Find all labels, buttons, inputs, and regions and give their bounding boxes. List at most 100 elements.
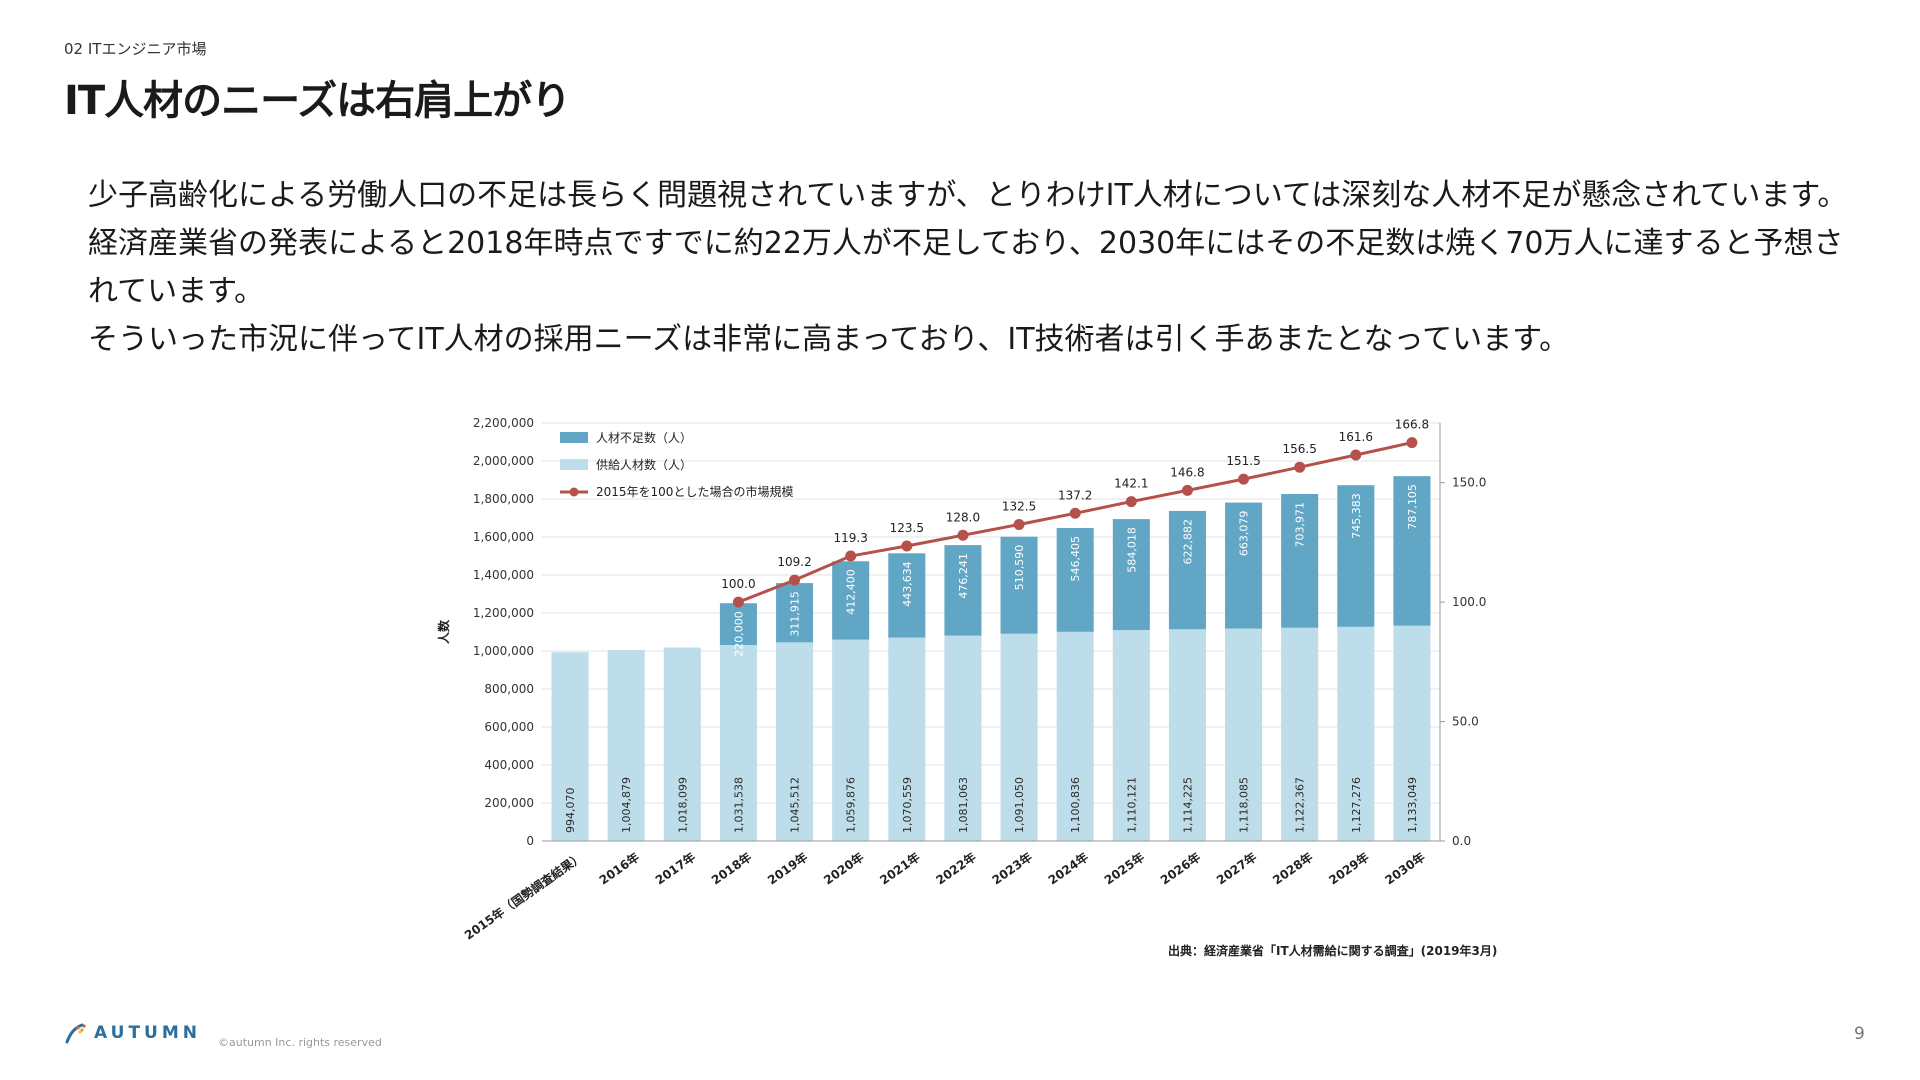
bar-shortage [1056,528,1094,632]
bar-shortage [888,553,926,638]
bar-supply [663,647,701,841]
x-tick-label: 2023年 [989,849,1035,887]
bar-supply-label: 1,091,050 [1013,777,1026,833]
bar-shortage [1281,493,1319,628]
chart-legend: 人材不足数（人） 供給人材数（人） 2015年を100とした場合の市場規模 [560,430,793,499]
x-tick-label: 2024年 [1045,849,1091,887]
bar-supply [1056,631,1094,841]
bar-supply [1393,625,1431,841]
y-tick-label: 2,200,000 [473,416,534,430]
bar-supply [776,642,814,841]
market-size-point [732,596,744,608]
bar-supply-label: 1,114,225 [1181,777,1194,833]
page-title: IT人材のニーズは右肩上がり [64,78,571,124]
y-tick-label: 0 [526,834,534,848]
y-tick-label: 2,000,000 [473,454,534,468]
chart: 994,070 1,004,879 1,018,099 1,031,538 220,00… [436,416,1486,943]
bar-supply [1112,630,1150,841]
market-size-label: 166.8 [1395,418,1429,432]
y2-tick-label: 150.0 [1452,476,1486,490]
bar-supply [832,639,870,841]
market-size-label: 132.5 [1002,500,1036,514]
x-tick-label: 2015年（国勢調査結果） [461,849,585,942]
chart-line: 100.0 109.2 119.3 123.5 128.0 132.5 137.2 142.1… [721,418,1429,608]
bar-shortage [944,545,982,636]
bar-supply-label: 1,122,367 [1294,777,1307,833]
bar-shortage [832,561,870,640]
bar-shortage-label: 546,405 [1069,536,1082,582]
section-label: 02 ITエンジニア市場 [64,40,207,58]
x-tick-label: 2020年 [821,849,867,887]
market-size-point [1181,484,1193,496]
body-text: 少子高齢化による労働人口の不足は長らく問題視されていますが、とりわけIT人材につ… [88,172,1848,364]
legend-swatch-line-point [569,487,579,497]
bar-shortage-label: 703,971 [1294,502,1307,548]
bar-supply-label: 1,100,836 [1069,777,1082,833]
market-size-label: 128.0 [946,510,980,524]
bar-supply [1281,627,1319,841]
legend-label-shortage: 人材不足数（人） [596,430,692,445]
bar-supply-label: 1,118,085 [1238,777,1251,833]
bar-shortage [1337,485,1375,627]
y-tick-label: 800,000 [484,682,534,696]
market-size-label: 156.5 [1283,442,1317,456]
bar-shortage [1225,502,1263,629]
page-number: 9 [1854,1024,1865,1044]
market-size-label: 100.0 [721,577,755,591]
bar-supply-label: 1,045,512 [789,777,802,833]
bar-supply [1000,633,1038,841]
bar-supply [551,652,589,841]
x-tick-label: 2026年 [1157,849,1203,887]
bar-supply [607,650,645,841]
x-tick-label: 2028年 [1270,849,1316,887]
y2-tick-label: 0.0 [1452,834,1471,848]
market-size-label: 137.2 [1058,488,1092,502]
bar-shortage-label: 476,241 [957,553,970,599]
market-size-point [1406,437,1418,449]
bar-shortage-label: 220,000 [732,611,745,657]
bar-shortage-label: 510,590 [1013,545,1026,591]
bar-supply-label: 1,018,099 [676,777,689,833]
bar-shortage-label: 663,079 [1238,511,1251,557]
x-tick-label: 2030年 [1382,849,1428,887]
bar-shortage-label: 443,634 [901,561,914,607]
bar-shortage-label: 622,882 [1181,519,1194,565]
footer-logo: AUTUMN [64,1022,201,1044]
y2-tick-label: 100.0 [1452,595,1486,609]
bar-shortage [1112,519,1150,631]
bar-supply [1225,628,1263,841]
y-tick-label: 1,200,000 [473,606,534,620]
source-note: 出典：経済産業省「IT人材需給に関する調査」(2019年3月) [1168,944,1498,958]
x-tick-label: 2017年 [652,849,698,887]
bar-supply [719,645,757,841]
bar-supply-label: 1,070,559 [901,777,914,833]
bar-shortage [1168,510,1206,630]
bar-shortage [1000,536,1038,634]
x-tick-label: 2016年 [596,849,642,887]
bar-supply-label: 1,081,063 [957,777,970,833]
x-tick-label: 2027年 [1213,849,1259,887]
y-axis-label: 人数 [436,619,451,644]
x-tick-label: 2029年 [1326,849,1372,887]
market-size-point [1294,461,1306,473]
x-tick-label: 2018年 [708,849,754,887]
legend-label-line: 2015年を100とした場合の市場規模 [596,484,793,499]
market-size-label: 161.6 [1339,430,1373,444]
market-size-point [901,540,913,552]
y-tick-label: 400,000 [484,758,534,772]
legend-swatch-shortage [560,432,588,443]
market-size-label: 142.1 [1114,477,1148,491]
y-tick-label: 1,400,000 [473,568,534,582]
x-tick-label: 2019年 [764,849,810,887]
bar-supply-label: 1,110,121 [1125,777,1138,833]
bar-shortage [776,583,814,643]
y2-tick-label: 50.0 [1452,715,1479,729]
bar-shortage-label: 412,400 [845,569,858,615]
market-size-point [845,550,857,562]
body-paragraph-1: 少子高齢化による労働人口の不足は長らく問題視されていますが、とりわけIT人材につ… [88,178,1848,309]
bar-shortage-label: 745,383 [1350,493,1363,539]
legend-swatch-supply [560,459,588,470]
autumn-leaf-icon [65,1023,86,1044]
bar-supply [888,637,926,841]
chart-bars: 994,070 1,004,879 1,018,099 1,031,538 220,00… [551,476,1431,841]
